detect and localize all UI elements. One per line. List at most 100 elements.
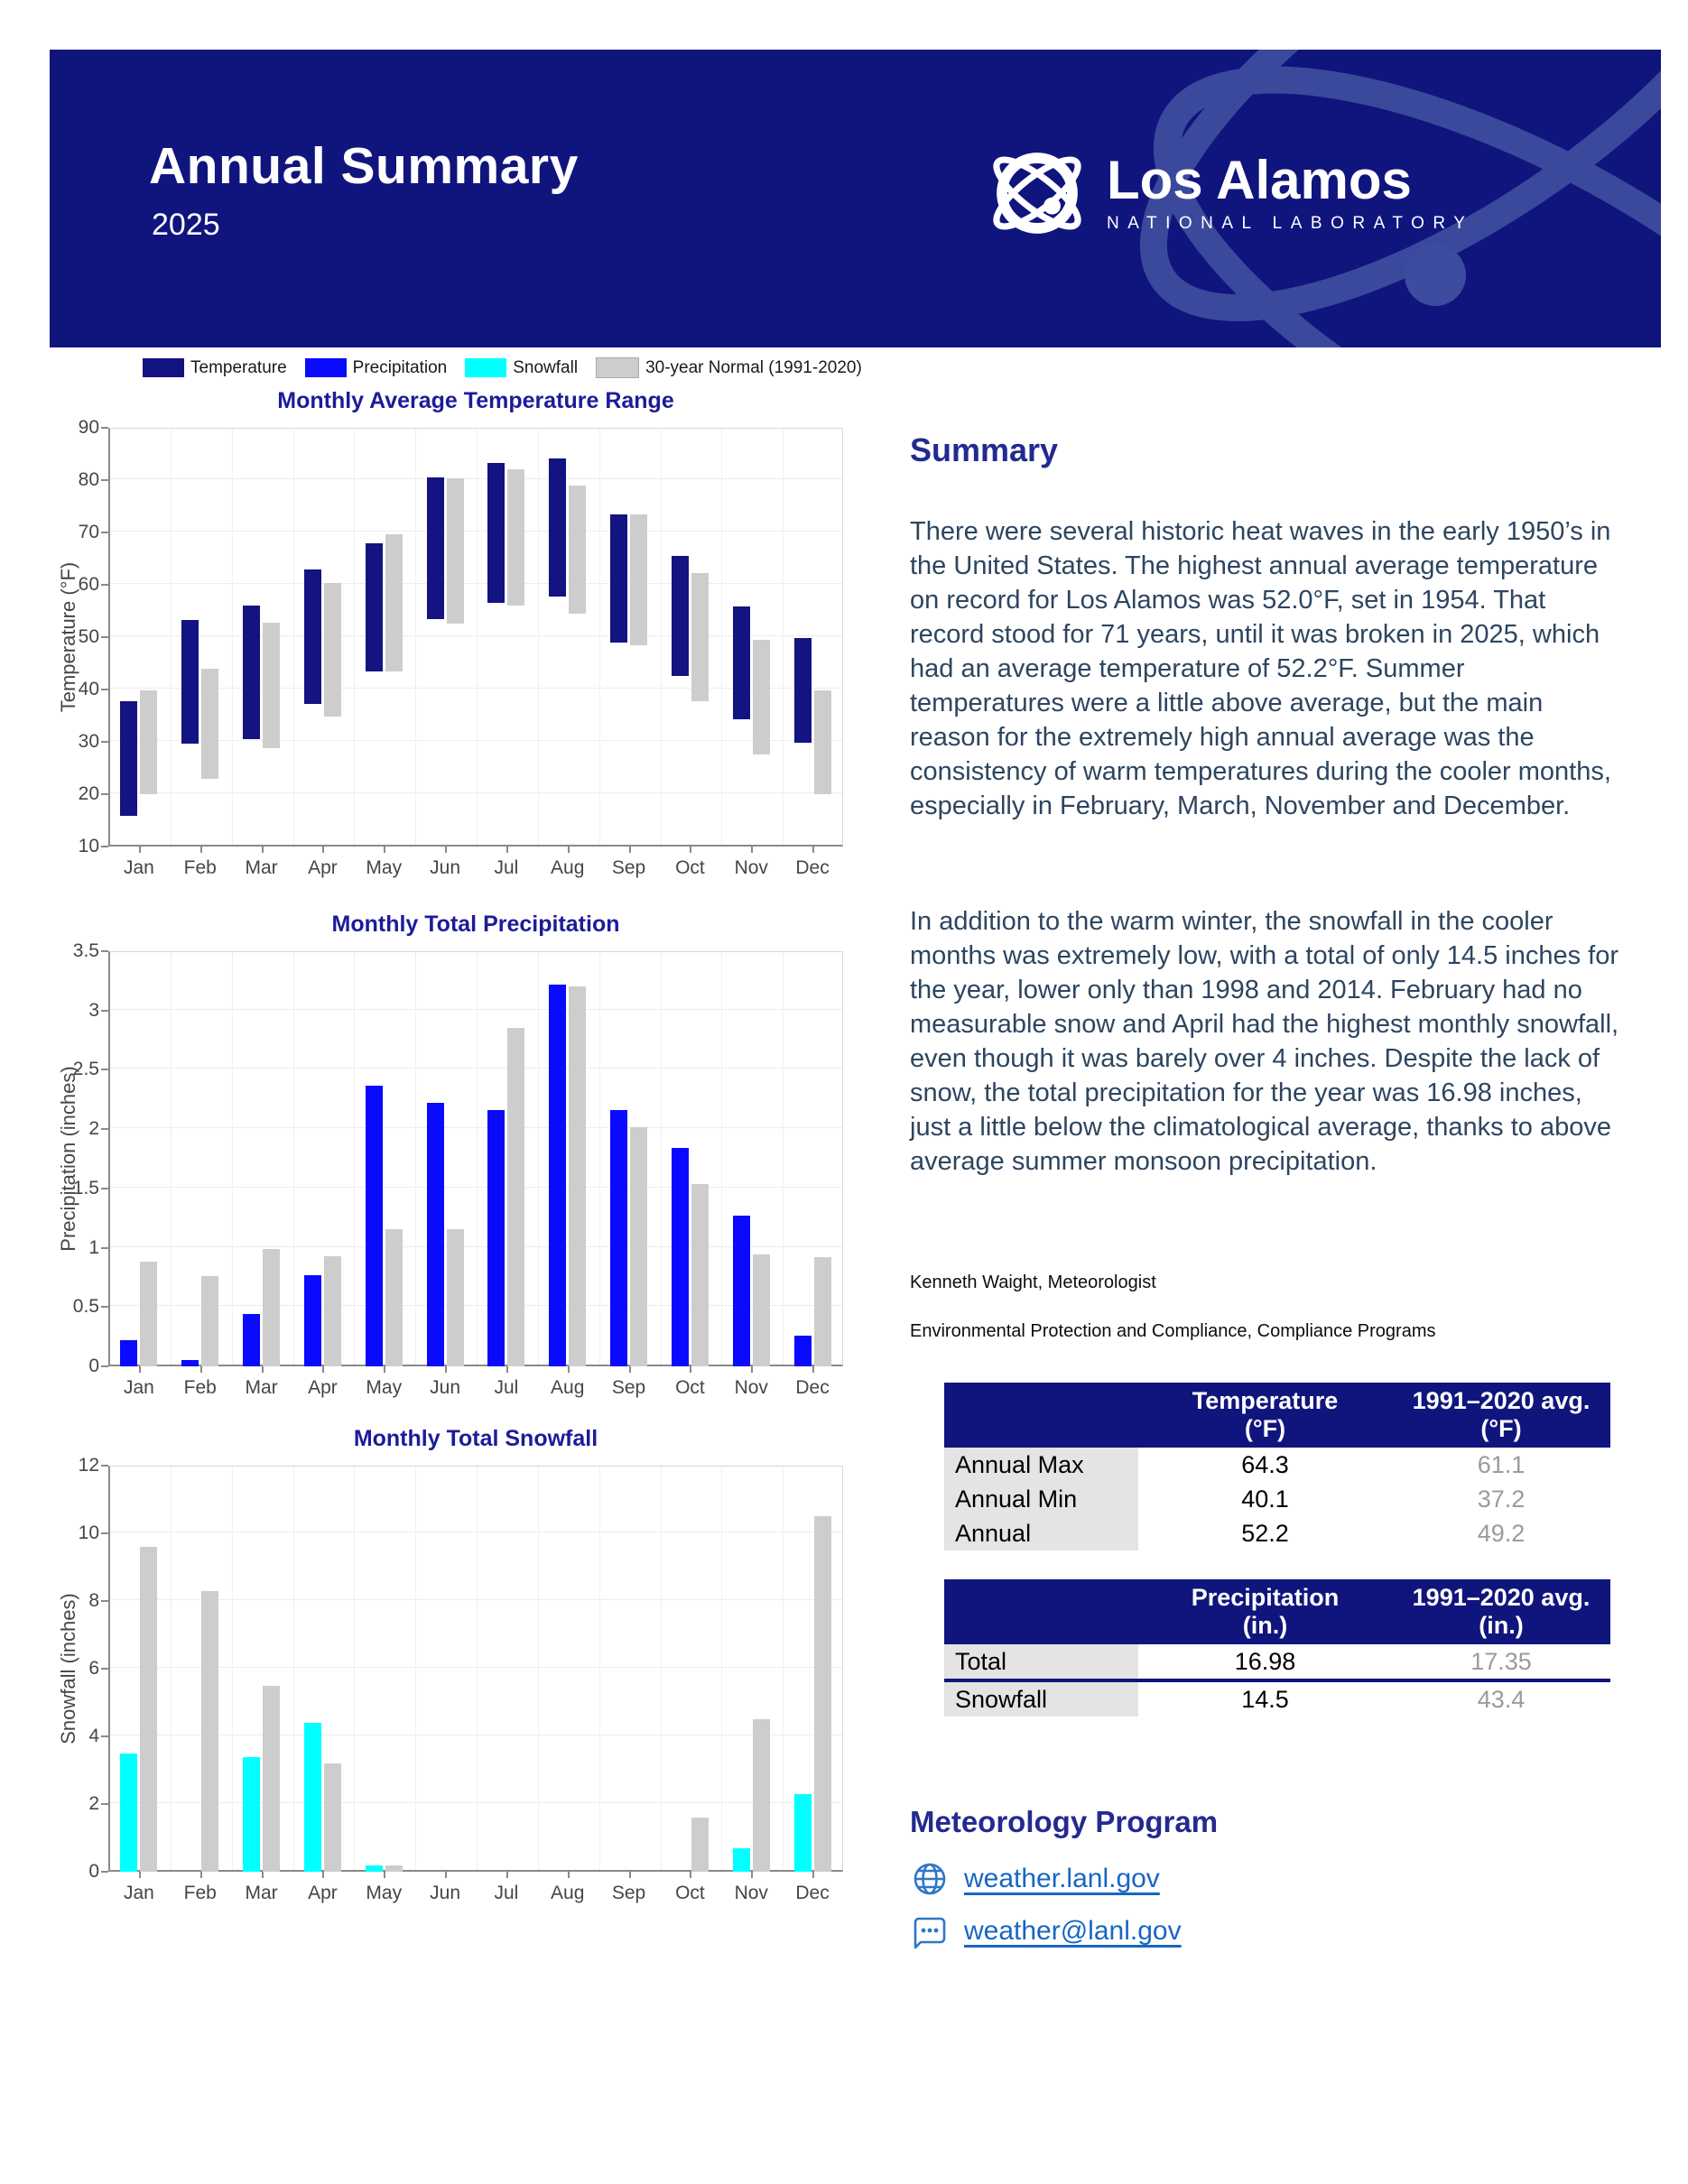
legend-item-normal: 30-year Normal (1991-2020) (596, 357, 862, 378)
precipitation-bar-jun (426, 1103, 444, 1366)
lanl-logo-text: Los Alamos NATIONAL LABORATORY (1107, 153, 1473, 234)
30-year-normal-1991-2020--bar-apr (323, 1763, 341, 1872)
atom-logo-icon (993, 153, 1081, 234)
y-tick-mark (101, 584, 108, 586)
v-gridline (354, 1467, 356, 1870)
row-avg: 17.35 (1392, 1644, 1610, 1682)
x-tick-label: Jul (494, 1377, 519, 1398)
table-header-precipitation: Precipitation (in.) (1138, 1579, 1392, 1644)
30-year-normal-1991-2020--bar-feb (201, 1590, 219, 1872)
page-title: Annual Summary (149, 137, 579, 195)
temperature-bar-mar (243, 605, 261, 740)
30-year-normal-1991-2020--bar-may (385, 1228, 403, 1366)
30-year-normal-1991-2020--bar-jan (140, 1262, 158, 1366)
x-tick-label: Feb (183, 857, 217, 878)
temperature-bar-jun (426, 477, 444, 619)
x-tick-mark (445, 1366, 448, 1373)
v-gridline (783, 952, 784, 1365)
x-tick-label: Apr (308, 1883, 338, 1903)
x-tick-mark (384, 847, 386, 853)
temperature-bar-sep (610, 514, 628, 643)
legend-item-snowfall: Snowfall (465, 358, 578, 378)
x-tick-mark (261, 1366, 264, 1373)
lanl-logo: Los Alamos NATIONAL LABORATORY (984, 140, 1473, 246)
y-tick-mark (101, 846, 108, 847)
x-tick-label: Aug (551, 1883, 585, 1903)
temperature-table: Temperature (°F) 1991–2020 avg. (°F) Ann… (944, 1383, 1610, 1550)
x-tick-label: Feb (183, 1883, 217, 1903)
y-tick-label: 60 (78, 574, 99, 595)
precipitation-bar-oct (671, 1148, 689, 1366)
row-value: 16.98 (1138, 1644, 1392, 1682)
v-gridline (537, 1467, 539, 1870)
x-tick-mark (628, 1872, 631, 1878)
30-year-normal-1991-2020--bar-may (385, 534, 403, 671)
x-tick-mark (690, 1366, 692, 1373)
x-tick-mark (261, 1872, 264, 1878)
header-line: Temperature (1192, 1387, 1339, 1414)
precipitation-chart: Monthly Total Precipitation Precipitation… (54, 910, 858, 1413)
lanl-logo-name: Los Alamos (1107, 150, 1412, 210)
x-tick-mark (138, 847, 141, 853)
v-gridline (660, 429, 662, 845)
precipitation-bar-apr (303, 1274, 321, 1366)
row-avg: 61.1 (1477, 1451, 1526, 1478)
v-gridline (537, 429, 539, 845)
x-tick-label: Nov (734, 857, 768, 878)
header-unit: (in.) (1242, 1612, 1288, 1639)
x-tick-mark (199, 1872, 202, 1878)
y-tick-mark (101, 636, 108, 638)
header-banner: Annual Summary 2025 Los Alamos NATIONAL … (50, 50, 1661, 347)
y-tick-mark (101, 1009, 108, 1012)
v-gridline (170, 429, 172, 845)
y-tick-mark (101, 532, 108, 533)
v-gridline (231, 429, 233, 845)
v-gridline (354, 952, 356, 1365)
website-link[interactable]: weather.lanl.gov (964, 1864, 1160, 1893)
table-header-temperature: Temperature (°F) (1138, 1383, 1392, 1448)
y-tick-mark (101, 1668, 108, 1670)
y-tick-label: 1 (88, 1236, 99, 1258)
meteorology-program-heading: Meteorology Program (910, 1805, 1219, 1838)
plot-area (108, 951, 843, 1366)
legend-item-precipitation: Precipitation (304, 357, 448, 378)
header-unit: (°F) (1244, 1415, 1286, 1442)
x-tick-mark (567, 1366, 570, 1373)
x-tick-mark (384, 1872, 386, 1878)
y-tick-mark (101, 741, 108, 743)
row-avg: 49.2 (1477, 1520, 1526, 1547)
x-tick-mark (384, 1366, 386, 1373)
y-tick-mark (101, 1735, 108, 1737)
precipitation-bar-may (365, 1085, 383, 1366)
x-tick-mark (322, 1872, 325, 1878)
x-tick-label: Jan (123, 1883, 154, 1903)
y-tick-label: 10 (78, 1522, 99, 1543)
chart-title: Monthly Total Precipitation (331, 912, 620, 937)
30-year-normal-1991-2020--bar-mar (263, 1248, 281, 1366)
30-year-normal-1991-2020--bar-apr (323, 1255, 341, 1366)
y-tick-label: 3 (88, 999, 99, 1021)
x-tick-label: Mar (245, 1883, 278, 1903)
v-gridline (721, 1467, 723, 1870)
legend-label: Precipitation (352, 357, 448, 377)
x-tick-label: Dec (795, 1883, 830, 1903)
h-gridline (110, 1245, 842, 1247)
y-axis-label: Precipitation (inches) (57, 1066, 79, 1252)
x-tick-label: Oct (675, 857, 705, 878)
y-tick-label: 50 (78, 626, 99, 647)
v-gridline (170, 1467, 172, 1870)
temperature-bar-may (365, 543, 383, 671)
y-tick-label: 30 (78, 731, 99, 752)
email-link[interactable]: weather@lanl.gov (964, 1916, 1182, 1946)
x-tick-mark (322, 847, 325, 853)
header-unit: (in.) (1479, 1612, 1524, 1639)
30-year-normal-1991-2020--bar-jun (446, 1228, 464, 1366)
summary-paragraph-1: There were several historic heat waves i… (910, 517, 1611, 820)
precipitation-bar-dec (793, 1335, 812, 1366)
x-tick-label: Sep (611, 1883, 646, 1903)
v-gridline (415, 429, 417, 845)
snowfall-swatch-icon (465, 358, 507, 377)
row-value: 64.3 (1241, 1451, 1289, 1478)
page-subtitle-year: 2025 (152, 208, 220, 242)
